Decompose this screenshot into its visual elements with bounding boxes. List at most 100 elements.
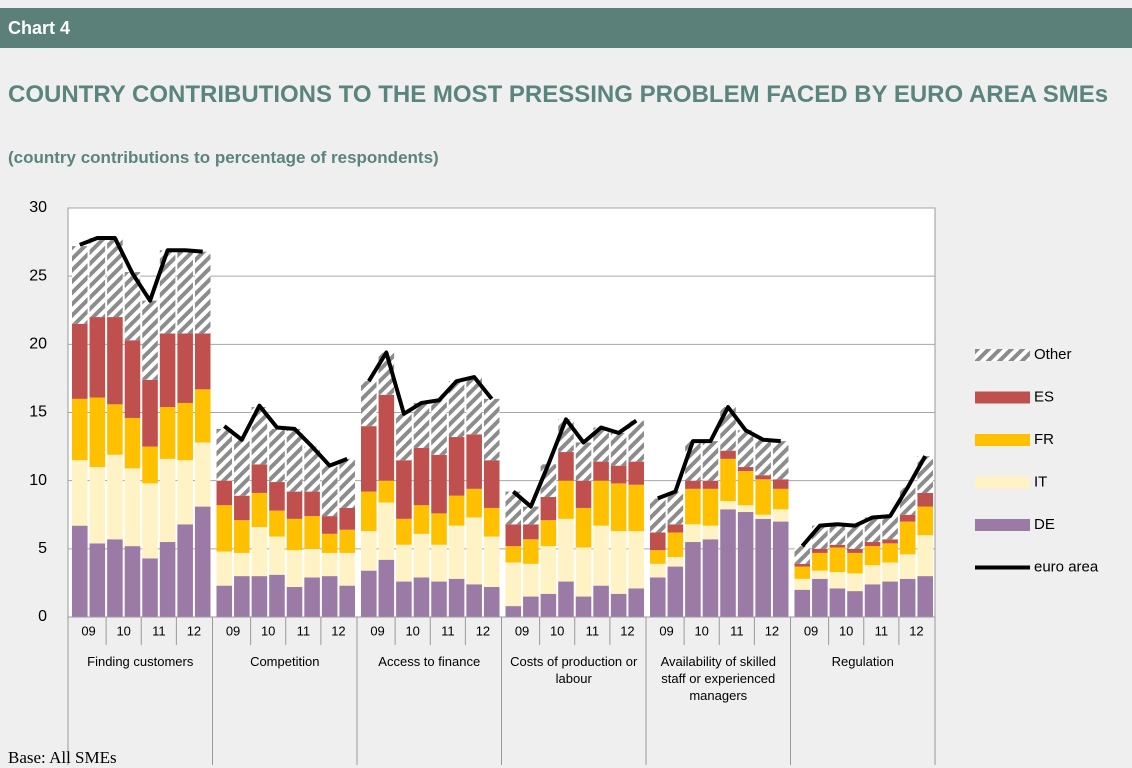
line-series xyxy=(367,350,494,416)
bar-segment xyxy=(286,491,303,519)
bar-segment xyxy=(107,317,123,405)
bar-segment xyxy=(610,483,627,532)
x-tick-label: 09 xyxy=(226,623,240,638)
bar-segment xyxy=(523,539,539,564)
bar-segment xyxy=(448,381,465,438)
bar-segment xyxy=(216,505,233,552)
bar-segment xyxy=(917,535,933,577)
x-tick-label: 12 xyxy=(909,623,923,638)
bar-segment xyxy=(234,439,250,496)
bar-segment xyxy=(702,480,719,489)
bar-segment xyxy=(794,578,811,590)
bar-segment xyxy=(216,480,233,506)
group-label: Regulation xyxy=(831,654,894,669)
bar-segment xyxy=(361,381,377,427)
x-tick-label: 11 xyxy=(875,623,889,638)
bar-segment xyxy=(159,407,176,459)
bar-segment xyxy=(269,428,285,483)
bar-segment xyxy=(505,491,522,525)
legend-swatch xyxy=(975,519,1030,531)
legend-label: Other xyxy=(1034,346,1072,363)
x-tick-label: 10 xyxy=(261,623,275,638)
line-series xyxy=(79,235,203,303)
x-tick-label: 12 xyxy=(187,623,201,638)
bar-segment xyxy=(466,377,482,435)
legend-label: ES xyxy=(1034,388,1054,405)
x-tick-label: 09 xyxy=(804,623,818,638)
bar-segment xyxy=(812,548,828,553)
legend-label: FR xyxy=(1034,431,1054,448)
bar-segment xyxy=(483,587,500,617)
bar-segment xyxy=(483,536,500,588)
bar-segment xyxy=(685,542,701,617)
line-series xyxy=(800,455,927,548)
bar-segment xyxy=(540,546,557,594)
header: Chart 4 xyxy=(0,8,1132,48)
bar-segment xyxy=(720,458,736,502)
bar-segment xyxy=(505,524,522,547)
bar-segment xyxy=(89,467,106,544)
x-tick-label: 09 xyxy=(370,623,384,638)
bar-segment xyxy=(304,491,320,517)
bar-segment xyxy=(483,460,500,508)
line-series xyxy=(657,405,781,501)
bar-segment xyxy=(72,460,88,526)
bar-segment xyxy=(448,578,465,617)
bar-segment xyxy=(523,596,539,617)
group-label: Availability of skilled staff or experie… xyxy=(660,654,776,703)
bar-segment xyxy=(812,570,828,579)
bar-segment xyxy=(413,505,430,534)
bar-segment xyxy=(917,506,933,536)
bar-segment xyxy=(505,606,522,617)
bar-segment xyxy=(737,430,754,468)
bar-segment xyxy=(142,300,158,380)
bar-segment xyxy=(159,333,176,408)
bar-segment xyxy=(234,520,250,553)
bar-segment xyxy=(772,441,789,480)
bar-segment xyxy=(628,588,644,617)
bar-segment xyxy=(882,516,898,540)
bar-segment xyxy=(593,525,609,586)
bar-segment xyxy=(124,272,141,341)
bar-segment xyxy=(593,461,609,481)
bar-segment xyxy=(558,452,574,481)
bar-segment xyxy=(466,517,482,585)
x-tick-label: 12 xyxy=(331,623,345,638)
bar-segment xyxy=(431,400,447,455)
bar-segment xyxy=(650,577,666,617)
bar-segment xyxy=(847,525,863,549)
bar-segment xyxy=(794,563,811,567)
bar-segment xyxy=(667,566,684,617)
bar-segment xyxy=(523,524,539,540)
bar-segment xyxy=(361,426,377,492)
y-tick-label: 20 xyxy=(29,336,47,353)
bar-segment xyxy=(339,507,355,530)
legend-swatch xyxy=(975,476,1030,489)
bar-segment xyxy=(847,591,863,617)
bar-segment xyxy=(685,488,701,525)
x-tick-label: 10 xyxy=(116,623,130,638)
bar-segment xyxy=(882,543,898,563)
bar-segment xyxy=(234,495,250,521)
bar-segment xyxy=(304,516,320,549)
bar-segment xyxy=(702,441,719,481)
bar-segment xyxy=(917,456,933,493)
bar-segment xyxy=(89,317,106,398)
bar-segment xyxy=(251,407,268,465)
bar-segment xyxy=(216,428,233,481)
bar-segment xyxy=(593,427,609,462)
bar-segment xyxy=(72,525,88,617)
bar-segment xyxy=(794,589,811,617)
bar-segment xyxy=(794,546,811,564)
bar-segment xyxy=(466,434,482,489)
bar-segment xyxy=(628,484,644,532)
bar-segment xyxy=(882,581,898,617)
x-tick-label: 09 xyxy=(659,623,673,638)
bar-segment xyxy=(650,498,666,533)
bar-segment xyxy=(917,492,933,507)
bar-segment xyxy=(610,593,627,617)
bar-segment xyxy=(194,442,211,507)
bar-segment xyxy=(396,460,412,519)
bar-segment xyxy=(142,379,158,447)
